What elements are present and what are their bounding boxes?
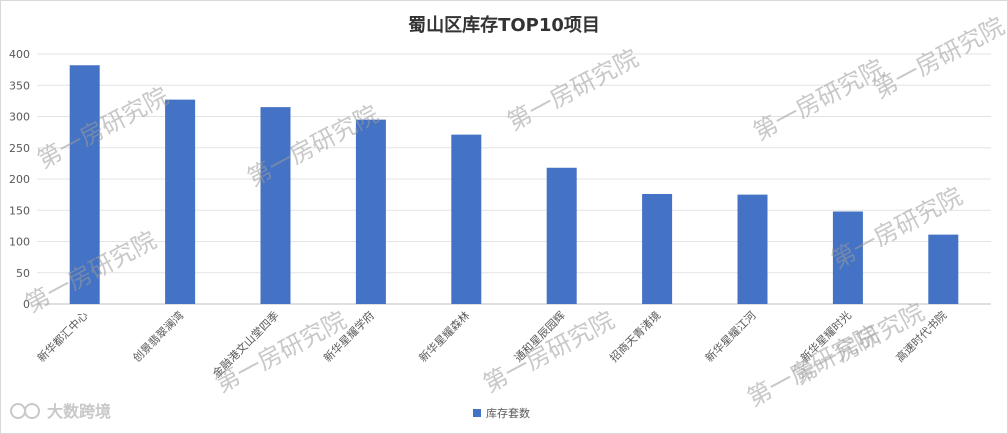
brand-name: 大数跨境 (47, 402, 111, 421)
bar (69, 65, 100, 304)
y-tick-label: 250 (9, 142, 30, 155)
watermark-text: 第一房研究院 (749, 54, 889, 146)
bar (546, 167, 577, 304)
watermark-text: 第一房研究院 (869, 12, 1007, 104)
y-tick-label: 100 (9, 236, 30, 249)
y-tick-label: 300 (9, 111, 30, 124)
y-tick-label: 200 (9, 173, 30, 186)
bar (355, 119, 386, 304)
bar (928, 234, 959, 304)
brand-logo-icon-2 (24, 403, 40, 419)
bar (832, 211, 863, 304)
x-category-label: 招商天青渚境 (607, 308, 664, 365)
bar (737, 194, 768, 304)
legend-label: 库存套数 (486, 406, 530, 420)
bar (451, 134, 482, 304)
grid-lines (37, 53, 991, 305)
y-tick-label: 50 (16, 267, 30, 280)
chart-title: 蜀山区库存TOP10项目 (408, 14, 600, 36)
bar (260, 107, 291, 304)
brand-logo-icon (10, 403, 26, 419)
y-tick-label: 400 (9, 48, 30, 61)
y-tick-label: 150 (9, 204, 30, 217)
legend-swatch (473, 409, 481, 417)
x-category-label: 新华都汇中心 (34, 308, 91, 365)
legend: 库存套数 (473, 406, 530, 420)
x-category-label: 新华星耀江河 (702, 308, 759, 365)
y-tick-label: 350 (9, 79, 30, 92)
bars (69, 65, 959, 304)
y-tick-label: 0 (23, 298, 30, 311)
bar (165, 99, 196, 304)
y-axis-ticks: 0 50 100 150 200 250 300 350 400 (9, 48, 30, 311)
bar (642, 194, 673, 304)
x-category-label: 创景翡翠澜湾 (130, 308, 187, 365)
x-category-label: 新华星耀森林 (416, 308, 473, 365)
watermark-text: 第一房研究院 (33, 82, 173, 174)
brand-logo: 大数跨境 (10, 402, 111, 421)
watermark-text: 第一房研究院 (503, 44, 643, 136)
